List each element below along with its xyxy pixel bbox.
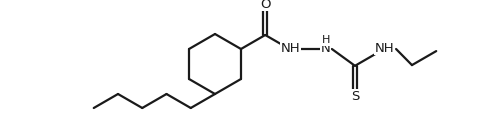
- Text: H: H: [322, 35, 330, 45]
- Text: NH: NH: [374, 42, 394, 55]
- Text: N: N: [321, 42, 331, 55]
- Text: NH: NH: [280, 42, 300, 55]
- Text: O: O: [260, 0, 271, 11]
- Text: S: S: [351, 90, 359, 103]
